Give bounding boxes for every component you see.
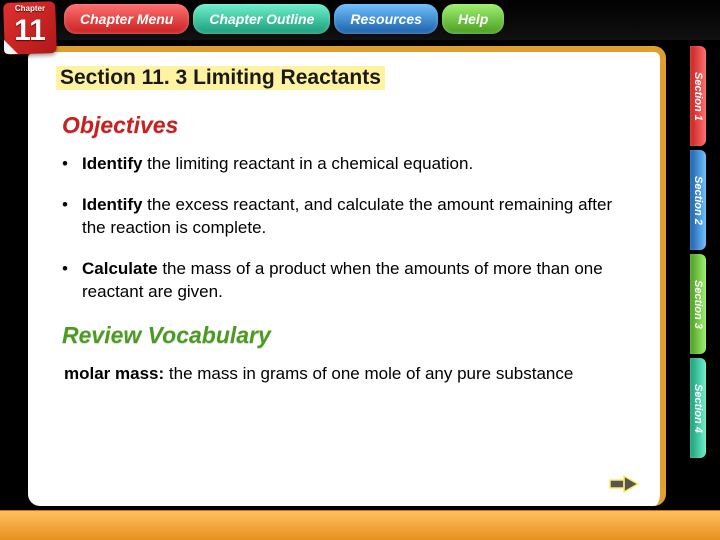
section-title: Section 11. 3 Limiting Reactants	[56, 66, 385, 90]
review-vocab-heading: Review Vocabulary	[62, 322, 632, 349]
bottom-bar	[0, 510, 720, 540]
list-item: Identify the limiting reactant in a chem…	[56, 153, 632, 176]
top-nav-bar: Chapter 11 Chapter Menu Chapter Outline …	[0, 0, 720, 40]
side-tab-section-1[interactable]: Section 1	[690, 46, 706, 146]
objectives-list: Identify the limiting reactant in a chem…	[56, 153, 632, 304]
chapter-number: 11	[0, 14, 60, 48]
side-section-tabs: Section 1 Section 2 Section 3 Section 4	[690, 46, 718, 462]
objectives-heading: Objectives	[62, 112, 632, 139]
vocab-entry: molar mass: the mass in grams of one mol…	[56, 363, 632, 386]
side-tab-section-3[interactable]: Section 3	[690, 254, 706, 354]
list-item: Identify the excess reactant, and calcul…	[56, 194, 632, 240]
chapter-badge: Chapter 11	[0, 0, 60, 56]
next-arrow-button[interactable]	[608, 472, 640, 496]
content-panel: Section 11. 3 Limiting Reactants Objecti…	[28, 46, 666, 506]
tab-help[interactable]: Help	[442, 4, 504, 34]
arrow-right-icon	[608, 472, 640, 496]
side-tab-section-4[interactable]: Section 4	[690, 358, 706, 458]
side-tab-section-2[interactable]: Section 2	[690, 150, 706, 250]
list-item: Calculate the mass of a product when the…	[56, 258, 632, 304]
tab-chapter-menu[interactable]: Chapter Menu	[64, 4, 189, 34]
tab-chapter-outline[interactable]: Chapter Outline	[193, 4, 330, 34]
tab-resources[interactable]: Resources	[334, 4, 438, 34]
chapter-label: Chapter	[0, 4, 60, 13]
